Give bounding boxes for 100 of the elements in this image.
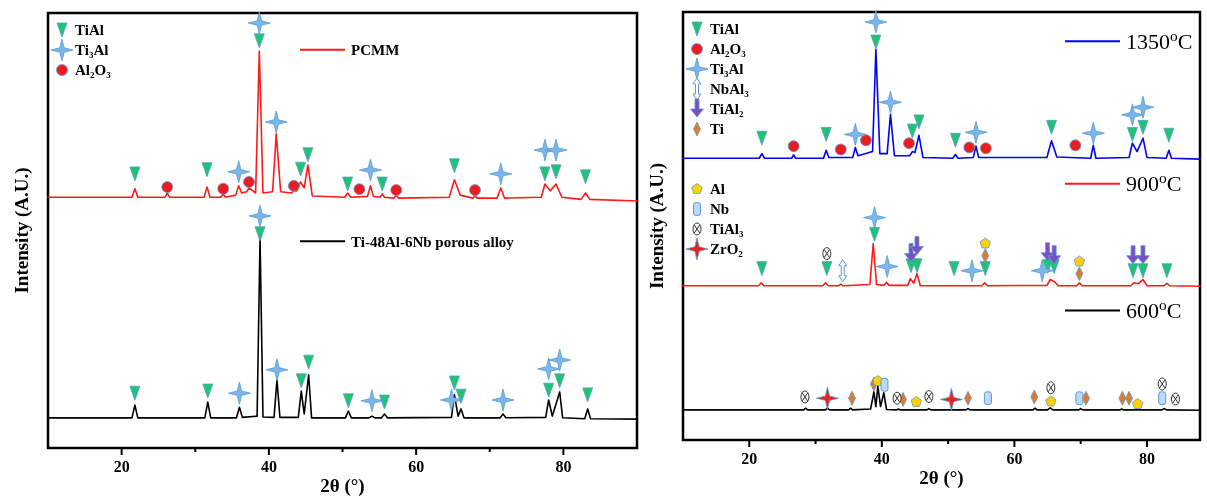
x-tick-label: 80 [555,458,572,475]
point [870,34,882,50]
point [390,184,403,196]
point [360,389,384,413]
legend-label: Ti₃Al [710,61,744,77]
point [979,261,991,277]
point [254,226,266,242]
legend-label: ZrO₂ [710,241,744,257]
point [1073,255,1085,267]
y-axis-title: Intensity (A.U.) [11,167,33,294]
point [1161,263,1173,279]
point [582,387,594,403]
point [1126,245,1140,265]
point [903,137,915,150]
point [822,247,832,260]
point [161,181,174,193]
point [892,391,902,405]
point [1045,395,1057,407]
point [1131,95,1155,119]
legend-label: Ti [710,121,724,137]
point [303,354,315,370]
legend-label: NbAl₃ [710,81,750,97]
point [756,130,768,146]
point [948,261,960,277]
point [963,141,976,154]
y-axis-title: Intensity (A.U.) [646,162,668,290]
x-tick-label: 60 [1006,450,1023,467]
point [129,385,141,401]
point [821,261,833,277]
legend-label: TiAl [75,22,104,38]
point [491,388,515,412]
legend-label: TiAl [710,21,739,37]
point [342,176,354,192]
point [455,388,467,404]
point [440,388,463,412]
x-axis-title: 2θ (°) [919,467,964,489]
point [1132,398,1144,409]
point [202,383,214,399]
point [295,373,307,389]
point [1047,245,1062,265]
point [800,390,810,404]
point [879,90,902,114]
point [1126,127,1138,142]
point [554,373,566,389]
x-tick-label: 60 [408,458,425,475]
point [376,176,388,192]
x-tick-label: 40 [873,450,890,467]
point [1137,263,1149,279]
point [288,179,300,192]
legend-label: Ti-48Al-6Nb porous alloy [351,233,515,250]
legend-label: TiAl₂ [710,101,744,117]
point [264,110,288,134]
point [910,396,922,407]
legend-label: Al₂O₃ [710,41,747,57]
point [353,183,366,196]
point [539,166,551,182]
point [544,138,568,162]
point [1137,119,1149,135]
point [913,114,925,130]
point [1069,139,1082,152]
point [248,204,272,228]
point [359,158,382,182]
legend-label: 900$^{o}$C [1126,168,1182,197]
legend-label: 1350$^{o}$C [1126,26,1193,54]
point [243,176,255,188]
legend-label: Al₂O₃ [75,62,112,78]
point [265,358,289,382]
point [550,164,562,180]
point [1170,392,1180,406]
point [1127,263,1139,279]
point [843,123,867,146]
point [537,357,561,381]
legend-label: PCMM [351,42,400,59]
point [543,382,555,398]
point [924,390,934,403]
point [834,143,847,156]
point [940,388,963,411]
point [201,162,213,178]
point [302,147,314,163]
point [469,184,481,196]
point [129,166,141,182]
legend-label: 600$^{o}$C [1126,295,1182,324]
point [980,142,992,155]
point [960,259,984,283]
point [787,140,800,153]
point [1136,245,1150,265]
point [1163,127,1175,143]
point [228,381,251,405]
legend-label: TiAl₃ [710,221,744,237]
point [253,33,265,49]
point [247,11,271,35]
point [875,255,899,278]
legend-label: Ti₃Al [75,42,109,58]
legend-label: Al [710,181,725,197]
point [1120,103,1144,127]
point [1081,121,1105,145]
point [1157,377,1167,391]
point [910,236,924,255]
legend-label: Nb [710,201,730,217]
point [860,134,872,147]
